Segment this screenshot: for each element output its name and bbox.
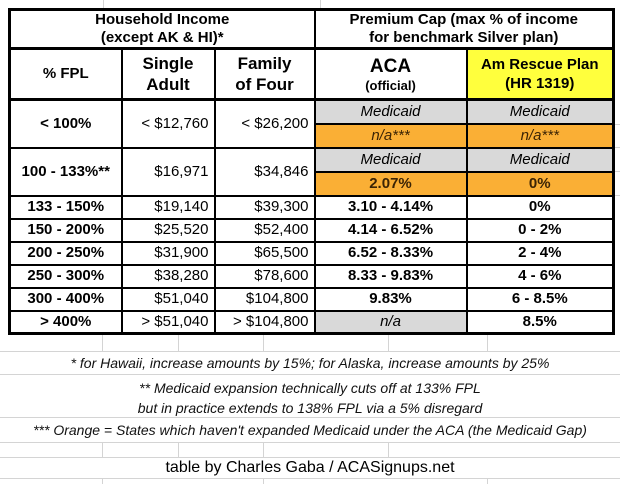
arp-cap-cell: 2 - 4% — [465, 240, 615, 266]
gridline — [320, 0, 321, 8]
gridline — [103, 0, 104, 8]
fpl-cell: 100 - 133%** — [8, 146, 123, 197]
aca-na-cell: n/a*** — [313, 122, 468, 149]
gridline — [102, 442, 103, 457]
fpl-cell: 200 - 250% — [8, 240, 123, 266]
aca-na-cell: n/a — [313, 309, 468, 335]
header-line: Household Income — [95, 11, 230, 29]
family-income-cell: $65,500 — [213, 240, 316, 266]
single-income-cell: > $51,040 — [120, 309, 216, 335]
header-household-income: Household Income (except AK & HI)* — [8, 8, 316, 50]
fpl-cell: < 100% — [8, 98, 123, 149]
header-line: for benchmark Silver plan) — [369, 29, 559, 46]
gridline — [612, 171, 620, 172]
header-line: Premium Cap (max % of income — [349, 11, 578, 29]
gridline — [612, 195, 620, 196]
family-income-cell: < $26,200 — [213, 98, 316, 149]
fpl-cell: 133 - 150% — [8, 194, 123, 220]
arp-cap-cell: 4 - 6% — [465, 263, 615, 289]
aca-cap-cell: 4.14 - 6.52% — [313, 217, 468, 243]
fpl-cell: 300 - 400% — [8, 286, 123, 312]
arp-medicaid-cell: Medicaid — [465, 98, 615, 125]
aca-cap-cell: 3.10 - 4.14% — [313, 194, 468, 220]
column-header-family-of-four: Family of Four — [213, 47, 316, 101]
gridline — [0, 478, 620, 479]
single-income-cell: $19,140 — [120, 194, 216, 220]
single-income-cell: $31,900 — [120, 240, 216, 266]
footnote-hawaii-alaska: * for Hawaii, increase amounts by 15%; f… — [70, 355, 550, 371]
single-income-cell: $25,520 — [120, 217, 216, 243]
column-header-aca: ACA (official) — [313, 47, 468, 101]
arp-cap-cell: 8.5% — [465, 309, 615, 335]
footnote-line: ** Medicaid expansion technically cuts o… — [139, 380, 481, 396]
family-income-cell: > $104,800 — [213, 309, 316, 335]
aca-medicaid-cell: Medicaid — [313, 146, 468, 173]
arp-cap-cell: 6 - 8.5% — [465, 286, 615, 312]
fpl-cell: > 400% — [8, 309, 123, 335]
single-income-cell: $38,280 — [120, 263, 216, 289]
aca-medicaid-cell: Medicaid — [313, 98, 468, 125]
fpl-cell: 250 - 300% — [8, 263, 123, 289]
header-premium-cap: Premium Cap (max % of income for benchma… — [313, 8, 615, 50]
gridline — [388, 442, 389, 457]
gridline — [263, 442, 264, 457]
arp-na-cell: n/a*** — [465, 122, 615, 149]
family-income-cell: $52,400 — [213, 217, 316, 243]
gridline — [263, 478, 264, 484]
column-header-fpl: % FPL — [8, 47, 123, 101]
family-income-cell: $104,800 — [213, 286, 316, 312]
header-line: (except AK & HI)* — [100, 29, 224, 46]
fpl-cell: 150 - 200% — [8, 217, 123, 243]
gridline — [0, 457, 620, 458]
aca-cap-cell: 9.83% — [313, 286, 468, 312]
arp-cap-cell: 0 - 2% — [465, 217, 615, 243]
single-income-cell: $51,040 — [120, 286, 216, 312]
table-credit: table by Charles Gaba / ACASignups.net — [165, 459, 455, 476]
aca-cap-cell: 8.33 - 9.83% — [313, 263, 468, 289]
gridline — [263, 334, 264, 351]
gridline — [612, 147, 620, 148]
column-header-single-adult: Single Adult — [120, 47, 216, 101]
gridline — [487, 334, 488, 351]
arp-cap-cell: 0% — [465, 170, 615, 197]
gridline — [0, 417, 620, 418]
gridline — [178, 442, 179, 457]
gridline — [612, 124, 620, 125]
family-income-cell: $78,600 — [213, 263, 316, 289]
column-header-am-rescue-plan: Am Rescue Plan (HR 1319) — [465, 47, 615, 101]
income-premium-cap-table: Household Income (except AK & HI)* Premi… — [8, 8, 615, 335]
gridline — [178, 334, 179, 351]
single-income-cell: $16,971 — [120, 146, 216, 197]
gridline — [388, 334, 389, 351]
footnote-line: but in practice extends to 138% FPL via … — [137, 400, 483, 416]
single-income-cell: < $12,760 — [120, 98, 216, 149]
arp-medicaid-cell: Medicaid — [465, 146, 615, 173]
gridline — [0, 351, 620, 352]
aca-cap-cell: 2.07% — [313, 170, 468, 197]
aca-cap-cell: 6.52 - 8.33% — [313, 240, 468, 266]
family-income-cell: $34,846 — [213, 146, 316, 197]
arp-cap-cell: 0% — [465, 194, 615, 220]
family-income-cell: $39,300 — [213, 194, 316, 220]
gridline — [102, 478, 103, 484]
gridline — [0, 442, 620, 443]
footnote-medicaid-expansion: ** Medicaid expansion technically cuts o… — [0, 378, 620, 418]
footnote-orange-legend: *** Orange = States which haven't expand… — [33, 422, 587, 438]
gridline — [0, 374, 620, 375]
gridline — [487, 478, 488, 484]
gridline — [102, 334, 103, 351]
